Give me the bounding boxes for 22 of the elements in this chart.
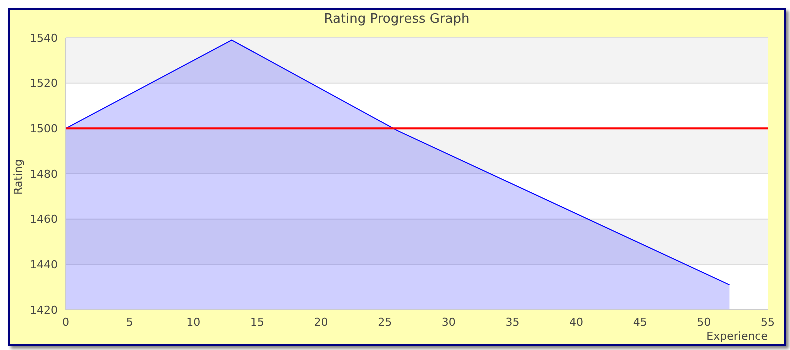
y-tick-label: 1500 — [30, 122, 58, 136]
x-tick-label: 15 — [250, 316, 264, 329]
y-tick-label: 1520 — [30, 77, 58, 90]
x-tick-label: 50 — [697, 316, 712, 329]
y-tick-label: 1440 — [30, 258, 58, 272]
x-tick-label: 10 — [186, 316, 201, 329]
x-tick-label: 40 — [570, 316, 584, 329]
x-axis-title: Experience — [706, 330, 768, 343]
x-tick-label: 55 — [761, 316, 775, 329]
y-tick-label: 1420 — [30, 304, 58, 317]
x-tick-label: 5 — [126, 316, 134, 329]
y-axis-title: Rating — [12, 160, 25, 195]
x-tick-label: 0 — [62, 316, 70, 329]
x-tick-label: 35 — [506, 316, 520, 329]
y-tick-label: 1480 — [30, 168, 58, 181]
y-tick-label: 1540 — [30, 32, 58, 45]
x-tick-label: 45 — [633, 316, 648, 329]
x-tick-label: 20 — [314, 316, 328, 329]
x-tick-label: 25 — [378, 316, 392, 329]
y-tick-label: 1460 — [30, 213, 58, 226]
chart-title: Rating Progress Graph — [323, 12, 471, 27]
x-tick-label: 30 — [442, 316, 456, 329]
